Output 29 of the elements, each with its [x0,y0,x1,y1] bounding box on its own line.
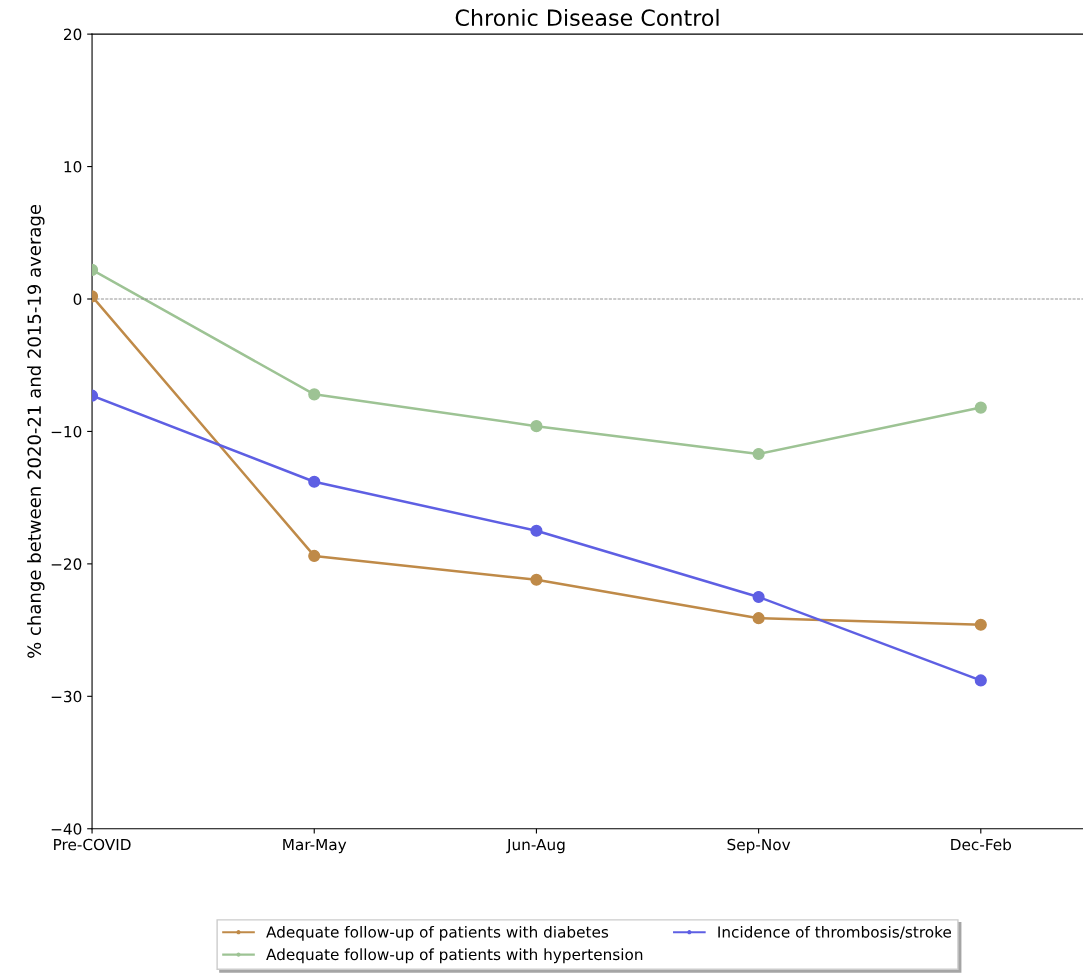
x-tick-label: Pre-COVID [54,838,131,851]
point [308,549,321,563]
y-axis-title: % change between 2020-21 and 2015-19 average [27,204,45,658]
point [308,388,321,401]
y-tick-label: −20 [51,558,82,570]
point [752,612,765,625]
y-tick-label: −40 [51,823,82,835]
point [530,524,543,537]
point [752,590,765,604]
x-tick-label: Dec-Feb [951,838,1012,851]
point [752,447,765,461]
legend-label: Adequate follow-up of patients with hypertension [266,948,643,964]
legend-label: Adequate follow-up of patients with diabetes [266,925,609,941]
legend-label: Incidence of thrombosis/stroke [718,925,952,939]
x-tick-label: Mar-May [283,838,347,854]
y-tick-label: −10 [51,425,82,438]
point [974,401,987,414]
x-tick-label: Sep-Nov [727,838,791,854]
y-tick-label: 20 [64,28,82,41]
y-tick-label: 10 [64,161,82,173]
point [530,573,543,586]
point [974,618,987,631]
point [530,420,543,433]
point [974,674,987,687]
point [308,475,321,488]
y-tick-label: −30 [51,690,82,703]
x-tick-label: Jun-Aug [506,838,565,854]
y-tick-label: 0 [73,293,82,306]
chart-title: Chronic Disease Control [455,8,719,27]
